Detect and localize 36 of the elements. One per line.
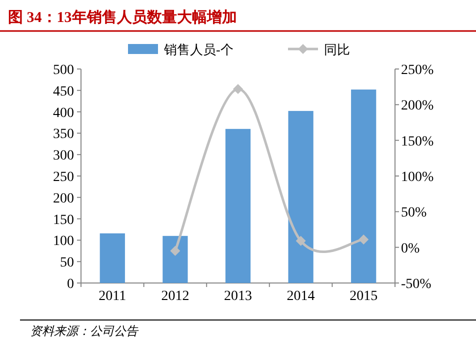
text: 资料来源：公司公告 — [30, 324, 139, 338]
y-tick-label: 400 — [53, 106, 74, 121]
bar — [225, 128, 251, 283]
y2-tick-label: 200% — [401, 98, 434, 114]
y-tick-label: 250 — [53, 170, 74, 185]
bar — [351, 90, 376, 283]
x-tick-label: 2013 — [224, 289, 252, 304]
point — [233, 84, 243, 94]
bar — [288, 110, 314, 283]
y-tick-label: 350 — [53, 127, 74, 142]
bar — [100, 233, 125, 283]
x-tick-label: 2014 — [286, 289, 315, 304]
y2-tick-label: -50% — [401, 277, 432, 292]
y-tick-label: 450 — [53, 84, 74, 100]
point — [296, 236, 306, 246]
y-tick-label: 0 — [67, 277, 74, 292]
x-tick-label: 2015 — [350, 289, 378, 304]
y2-tick-label: 150% — [401, 134, 434, 150]
x-tick-label: 2012 — [161, 289, 190, 304]
x-tick-label: 2011 — [98, 289, 126, 304]
y-tick-label: 300 — [53, 148, 74, 164]
legend-label: 销售人员-个 — [163, 42, 234, 57]
chart-title: 图 34：13年销售人员数量大幅增加 — [8, 9, 237, 26]
y-tick-label: 100 — [53, 234, 74, 250]
y-tick-label: 200 — [53, 191, 74, 206]
legend-label: 同比 — [324, 42, 350, 57]
y-tick-label: 150 — [53, 212, 74, 228]
y2-tick-label: 0% — [401, 241, 420, 256]
y-tick-label: 50 — [60, 256, 74, 271]
point — [170, 246, 180, 256]
bar — [162, 236, 188, 283]
y2-tick-label: 100% — [401, 170, 434, 185]
y-tick-label: 500 — [53, 63, 74, 78]
y2-tick-label: 50% — [401, 206, 427, 221]
point — [358, 234, 369, 244]
y2-tick-label: 250% — [401, 63, 434, 78]
